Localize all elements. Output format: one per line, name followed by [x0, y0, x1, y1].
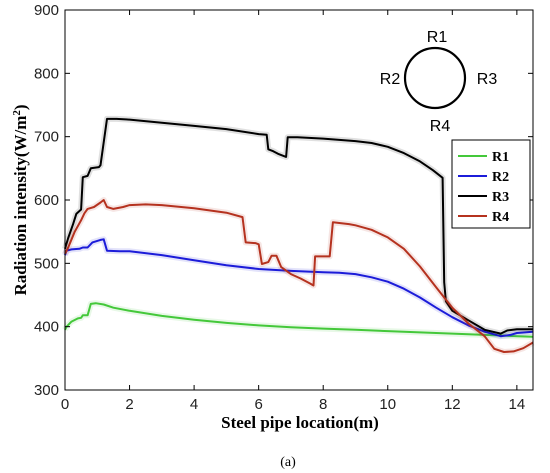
x-tick-label: 14 — [509, 396, 526, 413]
y-tick-label: 900 — [34, 2, 59, 19]
y-tick-label: 400 — [34, 319, 59, 336]
legend-label-r2: R2 — [492, 170, 509, 185]
y-tick-label: 500 — [34, 255, 59, 272]
series-layer — [62, 115, 535, 355]
pipe-circle — [403, 46, 467, 110]
legend-box — [451, 139, 531, 229]
x-axis-title: Steel pipe location(m) — [221, 413, 379, 432]
x-tick-label: 12 — [444, 396, 461, 413]
pipe-cross-section-inset: R1 R2 R3 R4 — [380, 29, 498, 135]
legend-items: R1 R2 R3 R4 — [458, 150, 509, 225]
series-line-r1 — [64, 302, 534, 338]
x-tick-label: 8 — [319, 396, 327, 413]
figure-caption: (a) — [280, 455, 296, 470]
y-tick-label: 300 — [34, 382, 59, 399]
y-axis-title-close: ) — [11, 104, 30, 110]
y-axis-title: Radiation intensity(W/m2) — [11, 104, 30, 295]
y-tick-label: 700 — [34, 129, 59, 146]
series-line-r3 — [64, 117, 533, 335]
x-tick-label: 6 — [254, 396, 262, 413]
x-tick-label: 2 — [125, 396, 133, 413]
y-axis-title-superscript: 2 — [11, 110, 23, 116]
series-line-r2 — [64, 238, 534, 338]
y-axis-title-main: Radiation intensity(W/m — [11, 116, 30, 296]
y-tick-label: 800 — [34, 65, 59, 82]
x-tick-label: 0 — [61, 396, 69, 413]
inset-label-left: R2 — [380, 71, 401, 88]
x-tick-label: 4 — [190, 396, 198, 413]
y-tick-label: 600 — [34, 192, 59, 209]
inset-label-right: R3 — [477, 71, 498, 88]
inset-label-bottom: R4 — [430, 118, 451, 135]
legend-label-r4: R4 — [492, 210, 509, 225]
legend: R1 R2 R3 R4 — [451, 139, 531, 229]
x-tick-label: 10 — [379, 396, 396, 413]
legend-label-r3: R3 — [492, 190, 509, 205]
ticks-layer: 0 2 4 6 8 10 12 14 300 400 500 600 700 800 900 — [34, 2, 533, 413]
inset-label-top: R1 — [427, 29, 448, 46]
legend-label-r1: R1 — [492, 150, 509, 165]
series-line-r4 — [64, 199, 534, 353]
